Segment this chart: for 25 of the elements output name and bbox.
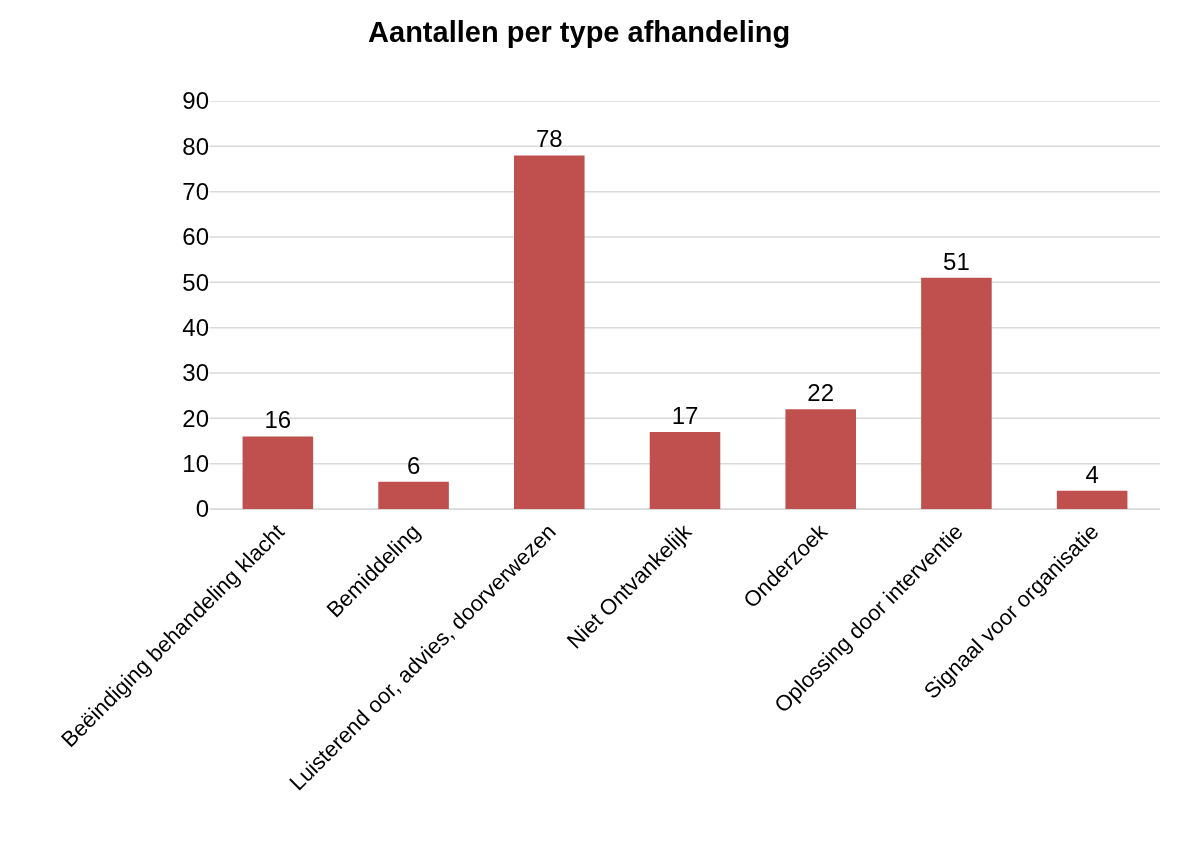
y-tick-label: 20 (182, 404, 209, 432)
bar (514, 155, 585, 509)
bar (242, 436, 314, 509)
data-label: 17 (671, 401, 699, 429)
y-tick-label: 0 (195, 495, 209, 523)
data-label: 6 (406, 451, 421, 479)
y-tick-label: 80 (182, 132, 209, 160)
data-label: 22 (807, 379, 835, 407)
y-tick-label: 10 (182, 450, 209, 478)
y-tick-label: 30 (182, 359, 209, 387)
bar (378, 481, 449, 509)
y-tick-label: 60 (182, 223, 209, 251)
y-tick-label: 50 (182, 268, 209, 296)
data-label: 16 (264, 406, 292, 434)
chart-title: Aantallen per type afhandeling (368, 15, 791, 48)
data-label: 4 (1085, 460, 1099, 488)
data-label: 51 (943, 247, 970, 275)
bar (649, 431, 721, 509)
y-tick-label: 40 (182, 314, 209, 342)
y-tick-label: 90 (182, 87, 209, 115)
bar (1056, 490, 1128, 509)
data-label: 78 (535, 125, 563, 153)
bar (785, 409, 856, 509)
y-tick-label: 70 (182, 178, 209, 206)
bar (921, 277, 992, 509)
